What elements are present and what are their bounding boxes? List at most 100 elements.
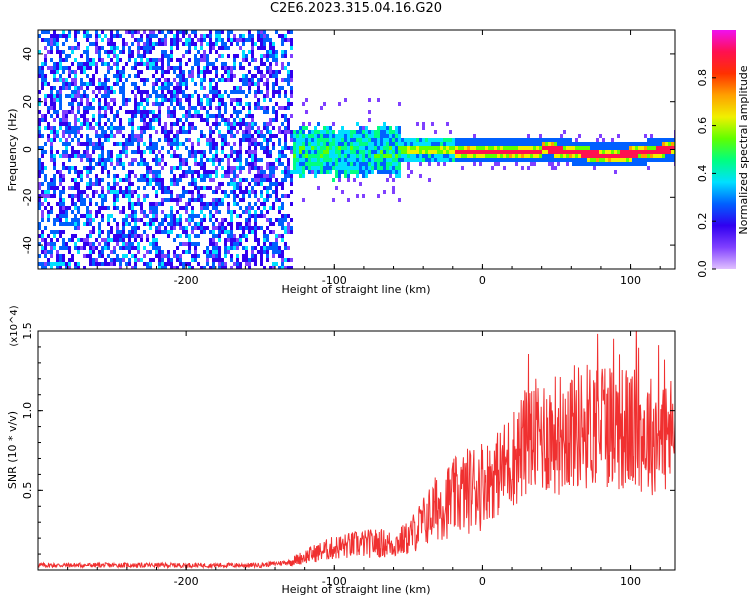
heatmap-cell <box>98 138 101 142</box>
heatmap-cell <box>272 242 275 246</box>
heatmap-cell <box>257 66 260 70</box>
heatmap-cell <box>149 218 152 222</box>
heatmap-cell <box>122 206 125 210</box>
heatmap-cell <box>152 66 155 70</box>
heatmap-cell <box>113 238 116 242</box>
heatmap-cell <box>47 234 50 238</box>
heatmap-cell <box>311 162 314 166</box>
heatmap-cell <box>68 86 71 90</box>
heatmap-cell <box>176 38 179 42</box>
heatmap-cell <box>506 150 509 154</box>
spectrogram-heatmap <box>38 30 675 269</box>
heatmap-cell <box>89 262 92 266</box>
snr-y-label: SNR (10 * v/v) <box>6 411 19 489</box>
heatmap-cell <box>152 178 155 182</box>
heatmap-cell <box>266 198 269 202</box>
heatmap-cell <box>200 166 203 170</box>
heatmap-cell <box>614 170 617 174</box>
heatmap-cell <box>95 182 98 186</box>
heatmap-cell <box>317 150 320 154</box>
heatmap-cell <box>230 222 233 226</box>
heatmap-cell <box>50 86 53 90</box>
heatmap-cell <box>320 158 323 162</box>
heatmap-cell <box>251 114 254 118</box>
heatmap-cell <box>260 46 263 50</box>
heatmap-cell <box>320 142 323 146</box>
heatmap-cell <box>134 230 137 234</box>
heatmap-cell <box>251 150 254 154</box>
heatmap-cell <box>248 130 251 134</box>
heatmap-cell <box>437 158 440 162</box>
heatmap-cell <box>221 202 224 206</box>
heatmap-cell <box>254 190 257 194</box>
heatmap-cell <box>281 202 284 206</box>
heatmap-cell <box>50 266 53 269</box>
heatmap-cell <box>242 130 245 134</box>
heatmap-cell <box>206 138 209 142</box>
heatmap-cell <box>38 174 41 178</box>
heatmap-cell <box>158 42 161 46</box>
heatmap-cell <box>419 138 422 142</box>
heatmap-cell <box>566 142 569 146</box>
heatmap-cell <box>227 162 230 166</box>
heatmap-cell <box>227 210 230 214</box>
heatmap-cell <box>215 126 218 130</box>
heatmap-cell <box>83 110 86 114</box>
heatmap-cell <box>83 106 86 110</box>
heatmap-cell <box>278 198 281 202</box>
heatmap-cell <box>593 154 596 158</box>
heatmap-cell <box>449 146 452 150</box>
heatmap-cell <box>101 126 104 130</box>
heatmap-cell <box>287 266 290 269</box>
heatmap-cell <box>89 66 92 70</box>
heatmap-cell <box>77 170 80 174</box>
heatmap-cell <box>218 186 221 190</box>
heatmap-cell <box>362 134 365 138</box>
heatmap-cell <box>290 178 293 182</box>
heatmap-cell <box>392 138 395 142</box>
heatmap-cell <box>617 154 620 158</box>
heatmap-cell <box>368 110 371 114</box>
heatmap-cell <box>494 138 497 142</box>
heatmap-cell <box>179 118 182 122</box>
heatmap-cell <box>209 78 212 82</box>
heatmap-cell <box>461 146 464 150</box>
heatmap-cell <box>92 82 95 86</box>
heatmap-cell <box>278 106 281 110</box>
heatmap-cell <box>227 158 230 162</box>
heatmap-cell <box>146 266 149 269</box>
heatmap-cell <box>368 166 371 170</box>
heatmap-cell <box>239 266 242 269</box>
heatmap-cell <box>74 266 77 269</box>
heatmap-cell <box>248 214 251 218</box>
heatmap-cell <box>359 158 362 162</box>
heatmap-cell <box>41 86 44 90</box>
heatmap-cell <box>41 202 44 206</box>
heatmap-cell <box>356 170 359 174</box>
heatmap-cell <box>200 82 203 86</box>
heatmap-cell <box>521 146 524 150</box>
heatmap-cell <box>230 182 233 186</box>
heatmap-cell <box>299 126 302 130</box>
heatmap-cell <box>233 38 236 42</box>
heatmap-cell <box>161 74 164 78</box>
heatmap-cell <box>77 102 80 106</box>
heatmap-cell <box>275 194 278 198</box>
heatmap-cell <box>80 102 83 106</box>
heatmap-cell <box>338 134 341 138</box>
heatmap-cell <box>239 166 242 170</box>
heatmap-cell <box>539 138 542 142</box>
heatmap-cell <box>395 150 398 154</box>
heatmap-cell <box>167 234 170 238</box>
heatmap-cell <box>101 146 104 150</box>
heatmap-cell <box>74 222 77 226</box>
heatmap-cell <box>107 90 110 94</box>
heatmap-cell <box>185 170 188 174</box>
heatmap-cell <box>149 62 152 66</box>
heatmap-cell <box>269 162 272 166</box>
heatmap-cell <box>119 210 122 214</box>
heatmap-cell <box>146 102 149 106</box>
heatmap-cell <box>224 42 227 46</box>
heatmap-cell <box>485 142 488 146</box>
heatmap-cell <box>77 66 80 70</box>
